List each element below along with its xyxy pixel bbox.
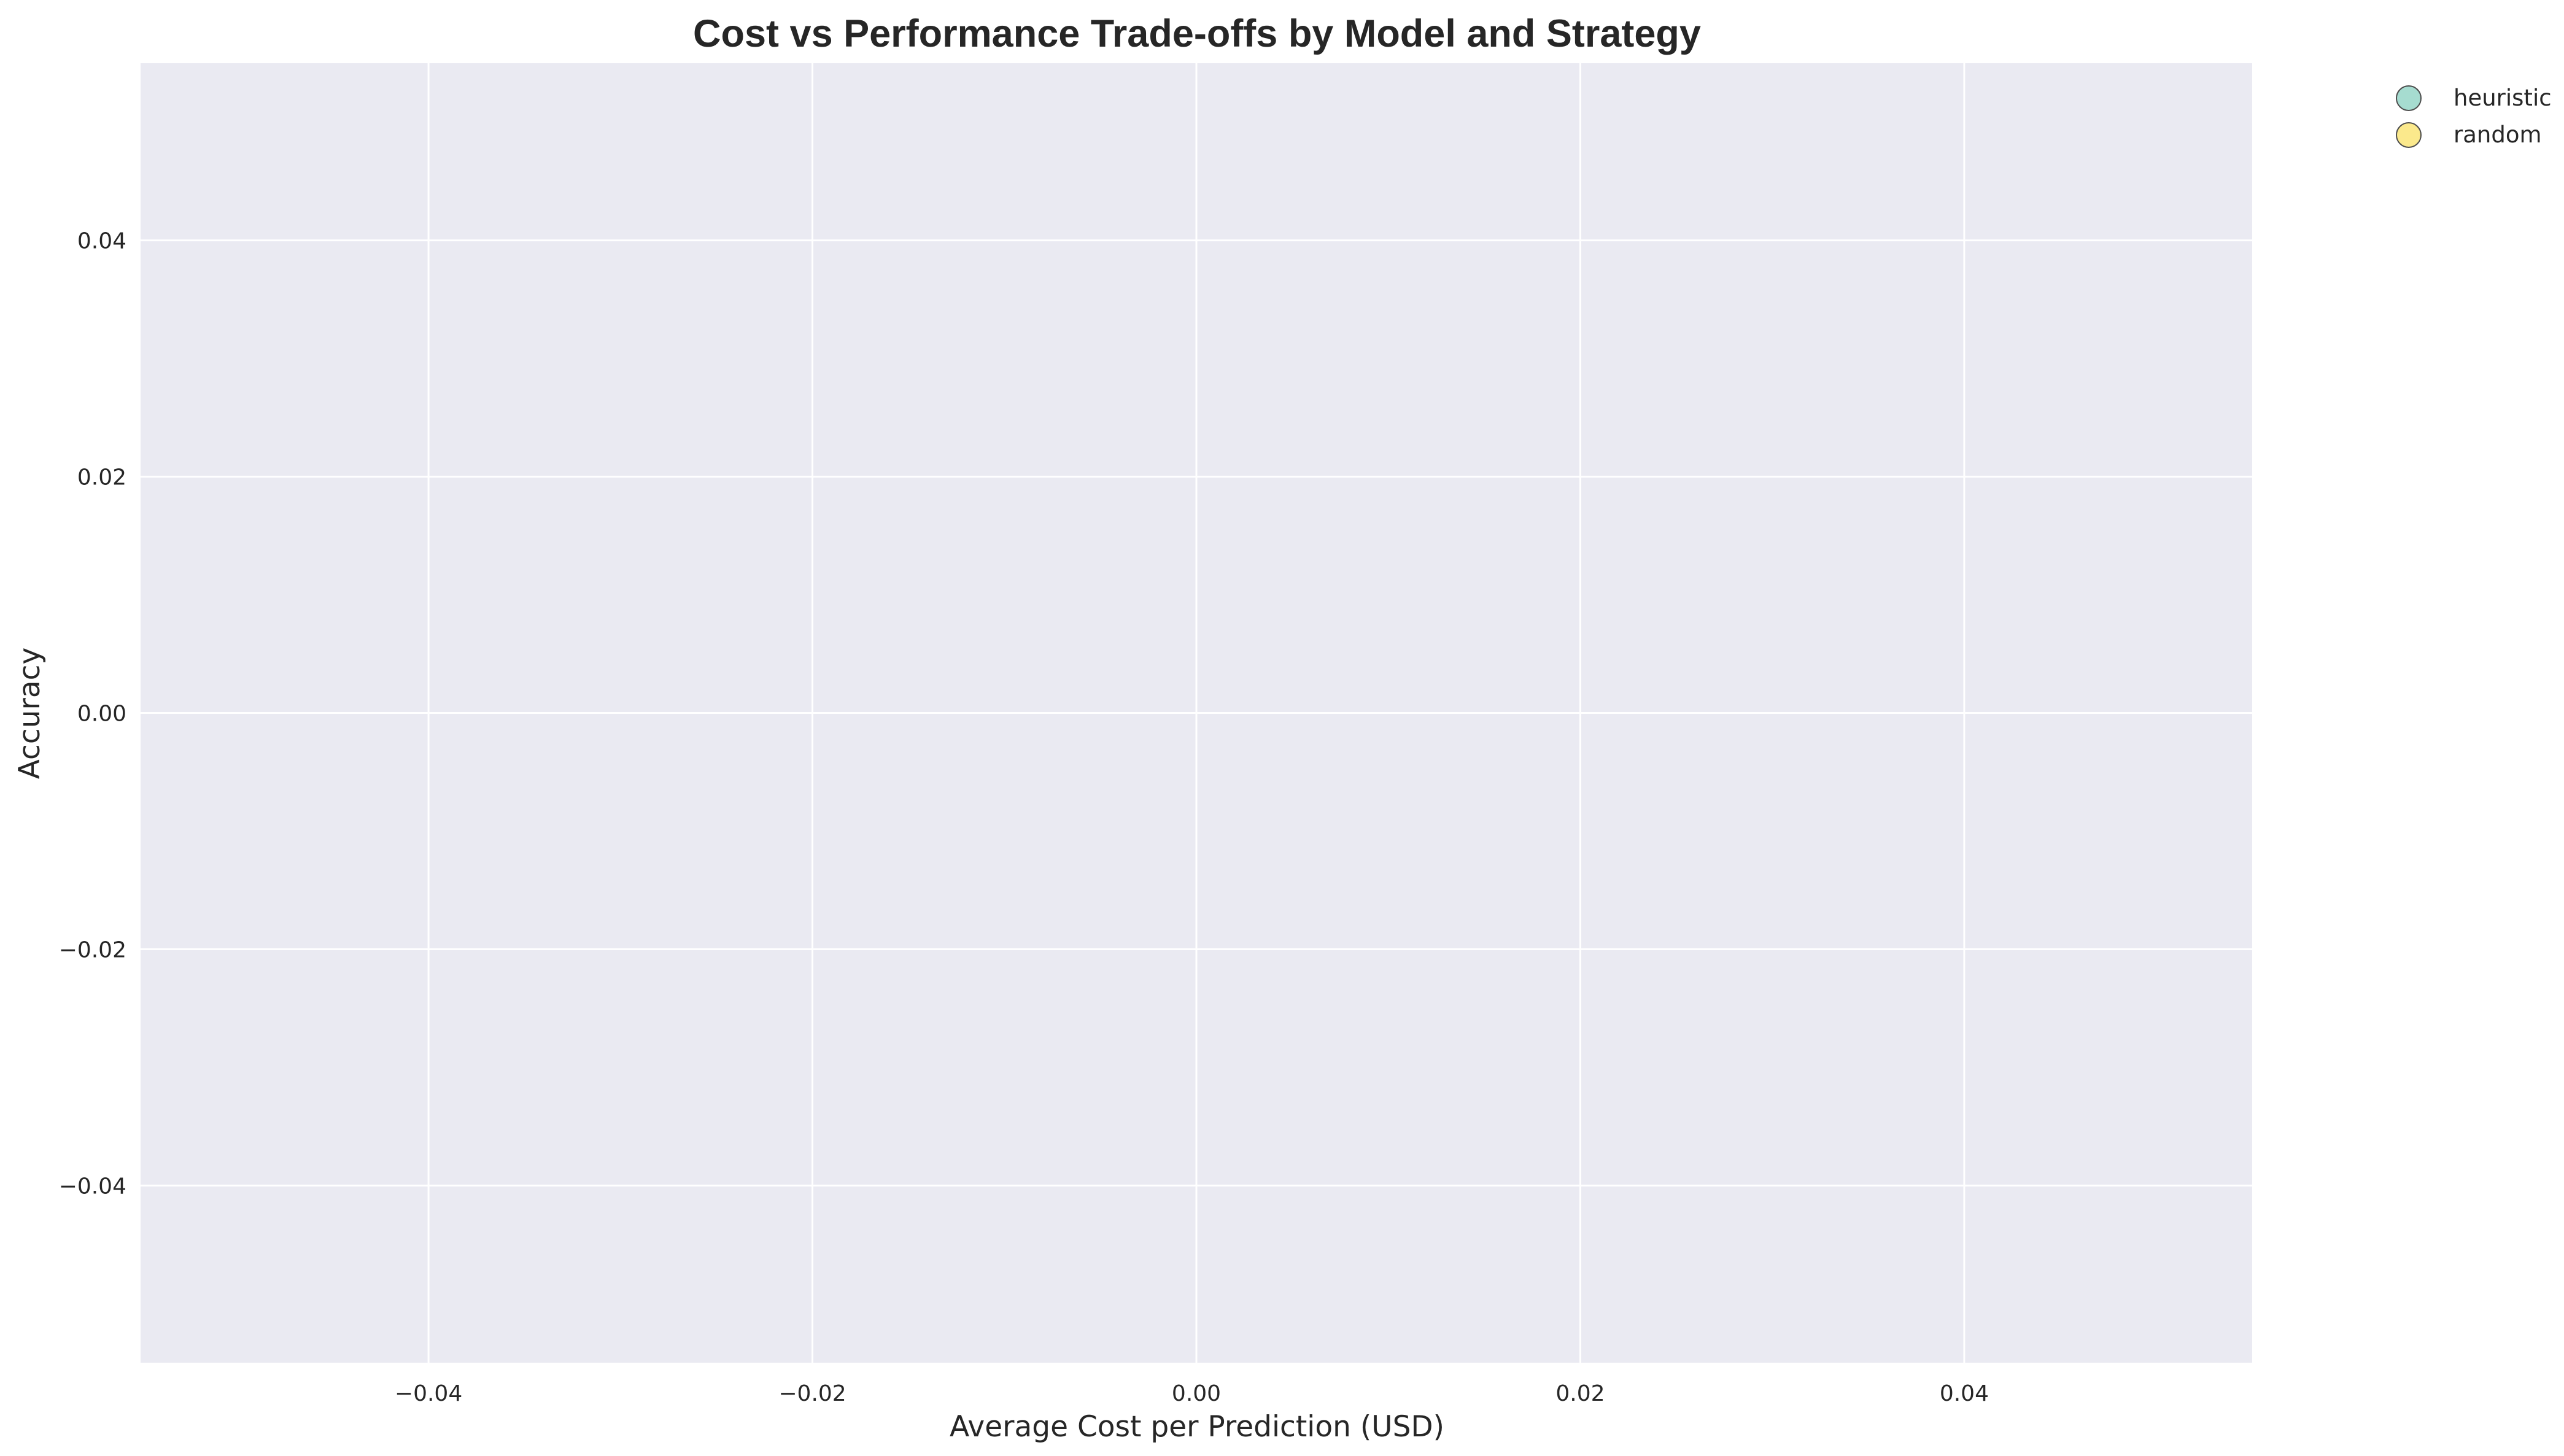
- x-axis-ticks: −0.04 −0.02 0.00 0.02 0.04: [395, 1381, 1989, 1406]
- legend-item-heuristic: heuristic: [2396, 85, 2552, 111]
- y-axis-ticks: −0.04 −0.02 0.00 0.02 0.04: [59, 229, 126, 1199]
- legend-item-random: random: [2396, 122, 2542, 148]
- chart-title: Cost vs Performance Trade-offs by Model …: [693, 12, 1701, 55]
- x-axis-label: Average Cost per Prediction (USD): [950, 1410, 1444, 1444]
- grid-lines: [141, 63, 2252, 1363]
- y-tick-label: −0.02: [59, 937, 126, 962]
- x-tick-label: −0.02: [778, 1381, 846, 1406]
- x-tick-label: 0.02: [1555, 1381, 1605, 1406]
- legend-label-heuristic: heuristic: [2454, 85, 2552, 111]
- legend: heuristic random: [2396, 85, 2552, 148]
- legend-label-random: random: [2454, 122, 2542, 148]
- x-tick-label: 0.00: [1172, 1381, 1221, 1406]
- x-tick-label: 0.04: [1940, 1381, 1989, 1406]
- y-axis-label: Accuracy: [13, 648, 47, 780]
- legend-marker-heuristic: [2396, 85, 2422, 111]
- y-tick-label: −0.04: [59, 1174, 126, 1199]
- y-tick-label: 0.02: [77, 465, 126, 490]
- x-tick-label: −0.04: [395, 1381, 462, 1406]
- y-tick-label: 0.00: [77, 702, 126, 727]
- y-tick-label: 0.04: [77, 229, 126, 254]
- legend-marker-random: [2396, 122, 2422, 148]
